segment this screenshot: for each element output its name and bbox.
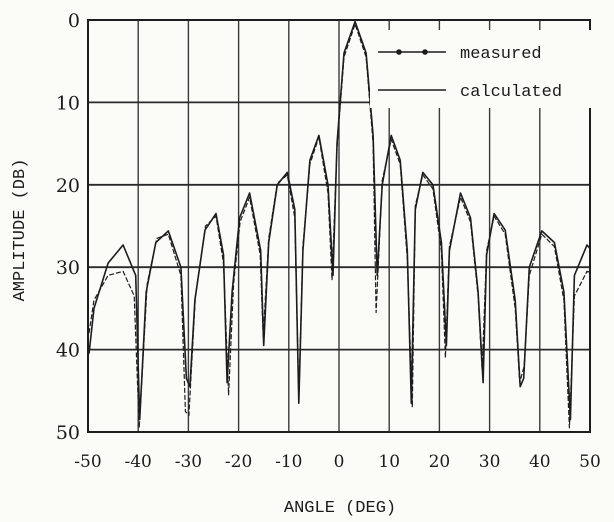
y-tick-label: 20 [56, 175, 80, 197]
legend-background [370, 30, 602, 108]
y-axis-title: AMPLITUDE (DB) [11, 159, 30, 302]
legend-measured-marker [396, 49, 402, 55]
x-tick-label: -10 [275, 452, 302, 472]
x-axis-title: ANGLE (DEG) [284, 499, 396, 518]
x-tick-label: -50 [74, 452, 101, 472]
y-tick-label: 30 [56, 257, 80, 279]
x-tick-label: -30 [175, 452, 202, 472]
y-tick-label: 40 [56, 340, 80, 362]
x-tick-labels: -50 -40 -30 -20 -10 0 10 20 30 40 50 [74, 452, 601, 472]
x-tick-label: -40 [125, 452, 152, 472]
x-tick-label: 50 [579, 452, 601, 472]
y-tick-labels: 0 10 20 30 40 50 [56, 10, 80, 444]
y-tick-label: 50 [56, 422, 80, 444]
legend-measured-label: measured [460, 45, 542, 64]
x-tick-label: 20 [429, 452, 451, 472]
legend-calculated-label: calculated [460, 83, 562, 102]
legend: measured calculated [370, 30, 602, 108]
legend-measured-marker [422, 49, 428, 55]
y-tick-label: 10 [56, 92, 80, 114]
series-layer [88, 20, 590, 429]
y-tick-label: 0 [68, 10, 80, 32]
x-tick-label: -20 [225, 452, 252, 472]
plot-frame [87, 19, 591, 433]
x-tick-label: 40 [529, 452, 551, 472]
x-tick-label: 30 [479, 452, 501, 472]
x-tick-label: 0 [334, 452, 345, 472]
x-tick-label: 10 [378, 452, 400, 472]
